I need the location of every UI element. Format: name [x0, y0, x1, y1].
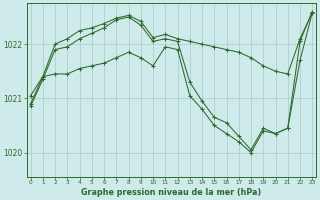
- X-axis label: Graphe pression niveau de la mer (hPa): Graphe pression niveau de la mer (hPa): [81, 188, 261, 197]
